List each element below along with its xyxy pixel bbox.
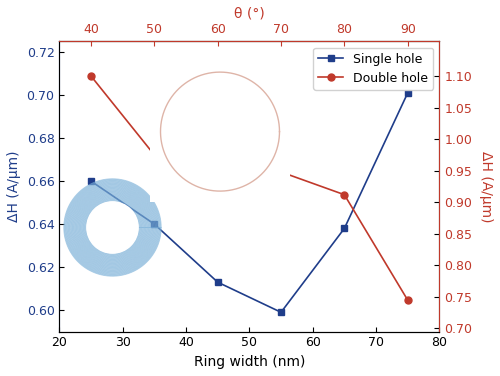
Polygon shape: [135, 47, 305, 217]
Polygon shape: [120, 32, 320, 232]
Polygon shape: [115, 27, 325, 237]
Polygon shape: [184, 116, 214, 147]
X-axis label: Ring width (nm): Ring width (nm): [194, 355, 305, 369]
Polygon shape: [130, 41, 310, 222]
X-axis label: θ (°): θ (°): [234, 7, 264, 21]
Polygon shape: [145, 56, 295, 207]
Y-axis label: ΔH (A/μm): ΔH (A/μm): [7, 151, 21, 222]
Legend: Single hole, Double hole: Single hole, Double hole: [313, 48, 433, 90]
Polygon shape: [226, 116, 256, 147]
Polygon shape: [125, 36, 315, 227]
Polygon shape: [160, 71, 280, 192]
Polygon shape: [140, 52, 300, 212]
Polygon shape: [150, 61, 290, 202]
Circle shape: [87, 202, 138, 253]
Y-axis label: ΔH (A/μm): ΔH (A/μm): [479, 151, 493, 222]
Polygon shape: [155, 67, 285, 197]
